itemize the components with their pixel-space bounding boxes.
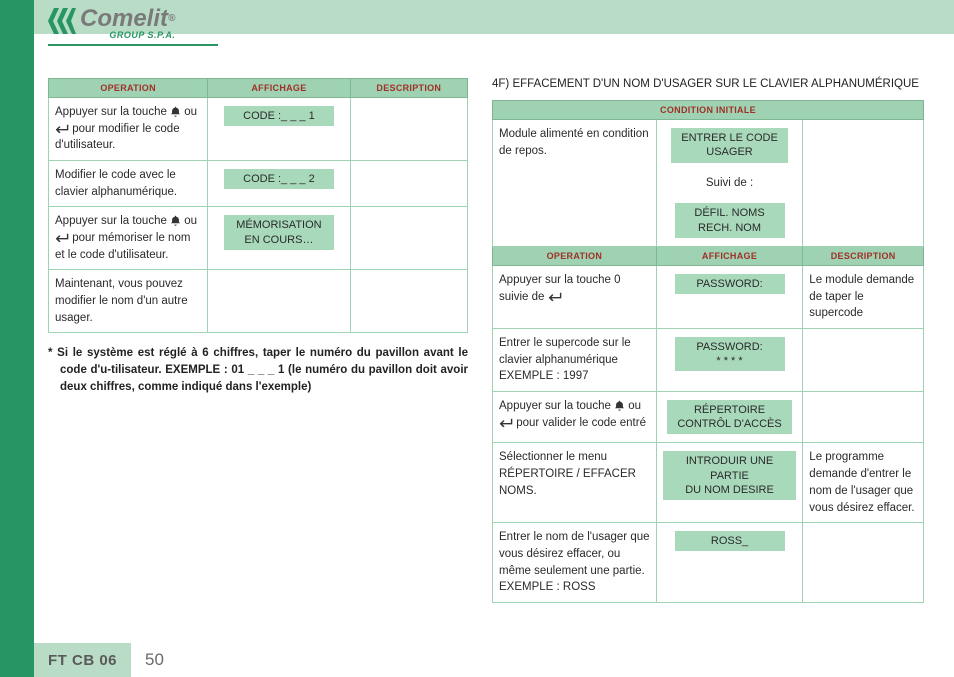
table-header-row: OPERATION AFFICHAGE DESCRIPTION xyxy=(493,246,924,265)
footnote: * Si le système est réglé à 6 chiffres, … xyxy=(48,345,468,395)
op-cell: Appuyer sur la touche ou pour valider le… xyxy=(493,391,657,443)
content: OPERATION AFFICHAGE DESCRIPTION Appuyer … xyxy=(48,78,924,603)
de-cell: Le programme demande d'entrer le nom de … xyxy=(803,443,924,523)
display-box: INTRODUIR UNE PARTIEDU NOM DESIRE xyxy=(663,451,797,500)
af-cell: ROSS_ xyxy=(656,523,803,603)
af-cell xyxy=(208,270,350,333)
logo-sub: GROUP S.P.A. xyxy=(80,30,175,40)
de-cell xyxy=(803,120,924,247)
de-cell xyxy=(350,270,467,333)
left-sidebar xyxy=(0,0,34,677)
right-table: CONDITION INITIALE Module alimenté en co… xyxy=(492,100,924,603)
bell-icon xyxy=(614,400,625,411)
display-box: CODE :_ _ _ 1 xyxy=(224,106,334,126)
table-row: Appuyer sur la touche ou pour modifier l… xyxy=(49,98,468,161)
display-box: CODE :_ _ _ 2 xyxy=(224,169,334,189)
display-box: DÉFIL. NOMSRECH. NOM xyxy=(675,203,785,238)
enter-icon xyxy=(548,292,562,302)
de-cell xyxy=(350,207,467,270)
display-box: ENTRER LE CODEUSAGER xyxy=(671,128,788,163)
bell-icon xyxy=(170,215,181,226)
logo-mark-icon xyxy=(48,8,76,34)
display-box: RÉPERTOIRECONTRÔL D'ACCÈS xyxy=(667,400,791,435)
af-cell: INTRODUIR UNE PARTIEDU NOM DESIRE xyxy=(656,443,803,523)
table-row: Maintenant, vous pouvez modifier le nom … xyxy=(49,270,468,333)
af-cell: MÉMORISATIONEN COURS… xyxy=(208,207,350,270)
th-affichage: AFFICHAGE xyxy=(208,79,350,98)
right-column: 4F) EFFACEMENT D'UN NOM D'USAGER SUR LE … xyxy=(492,78,924,603)
logo-word: Comelit® xyxy=(80,8,175,30)
table-row: Sélectionner le menu RÉPERTOIRE / EFFACE… xyxy=(493,443,924,523)
enter-icon xyxy=(55,124,69,134)
af-cell: RÉPERTOIRECONTRÔL D'ACCÈS xyxy=(656,391,803,443)
th-description: DESCRIPTION xyxy=(803,246,924,265)
table-header-row: OPERATION AFFICHAGE DESCRIPTION xyxy=(49,79,468,98)
table-row: Appuyer sur la touche ou pour valider le… xyxy=(493,391,924,443)
footer: FT CB 06 50 xyxy=(34,643,954,677)
table-row: Appuyer sur la touche 0 suivie de PASSWO… xyxy=(493,265,924,328)
bell-icon xyxy=(170,106,181,117)
th-condition: CONDITION INITIALE xyxy=(493,101,924,120)
th-description: DESCRIPTION xyxy=(350,79,467,98)
af-cell: ENTRER LE CODEUSAGER Suivi de : DÉFIL. N… xyxy=(656,120,803,247)
op-cell: Module alimenté en condition de repos. xyxy=(493,120,657,247)
op-cell: Entrer le supercode sur le clavier alpha… xyxy=(493,328,657,391)
table-row: Entrer le nom de l'usager que vous désir… xyxy=(493,523,924,603)
suivi-text: Suivi de : xyxy=(663,175,797,192)
footer-page: 50 xyxy=(131,643,178,677)
op-cell: Appuyer sur la touche ou pour modifier l… xyxy=(49,98,208,161)
op-cell: Appuyer sur la touche ou pour mémoriser … xyxy=(49,207,208,270)
th-operation: OPERATION xyxy=(493,246,657,265)
de-cell xyxy=(803,523,924,603)
op-cell: Modifier le code avec le clavier alphanu… xyxy=(49,161,208,207)
op-cell: Appuyer sur la touche 0 suivie de xyxy=(493,265,657,328)
table-row: Modifier le code avec le clavier alphanu… xyxy=(49,161,468,207)
left-table: OPERATION AFFICHAGE DESCRIPTION Appuyer … xyxy=(48,78,468,333)
op-cell: Entrer le nom de l'usager que vous désir… xyxy=(493,523,657,603)
de-cell xyxy=(350,98,467,161)
enter-icon xyxy=(499,418,513,428)
af-cell: PASSWORD: xyxy=(656,265,803,328)
table-header-row: CONDITION INITIALE xyxy=(493,101,924,120)
display-box: ROSS_ xyxy=(675,531,785,551)
op-cell: Sélectionner le menu RÉPERTOIRE / EFFACE… xyxy=(493,443,657,523)
section-title: 4F) EFFACEMENT D'UN NOM D'USAGER SUR LE … xyxy=(492,78,924,90)
display-box: MÉMORISATIONEN COURS… xyxy=(224,215,334,250)
table-row: Entrer le supercode sur le clavier alpha… xyxy=(493,328,924,391)
de-cell xyxy=(803,391,924,443)
af-cell: CODE :_ _ _ 1 xyxy=(208,98,350,161)
logo: Comelit® GROUP S.P.A. xyxy=(48,8,175,40)
left-column: OPERATION AFFICHAGE DESCRIPTION Appuyer … xyxy=(48,78,468,603)
op-cell: Maintenant, vous pouvez modifier le nom … xyxy=(49,270,208,333)
table-row: Module alimenté en condition de repos. E… xyxy=(493,120,924,247)
af-cell: CODE :_ _ _ 2 xyxy=(208,161,350,207)
th-operation: OPERATION xyxy=(49,79,208,98)
de-cell xyxy=(803,328,924,391)
enter-icon xyxy=(55,233,69,243)
af-cell: PASSWORD:* * * * xyxy=(656,328,803,391)
footer-label: FT CB 06 xyxy=(34,643,131,677)
th-affichage: AFFICHAGE xyxy=(656,246,803,265)
display-box: PASSWORD:* * * * xyxy=(675,337,785,372)
de-cell: Le module demande de taper le supercode xyxy=(803,265,924,328)
logo-underline xyxy=(48,44,218,46)
display-box: PASSWORD: xyxy=(675,274,785,294)
table-row: Appuyer sur la touche ou pour mémoriser … xyxy=(49,207,468,270)
de-cell xyxy=(350,161,467,207)
